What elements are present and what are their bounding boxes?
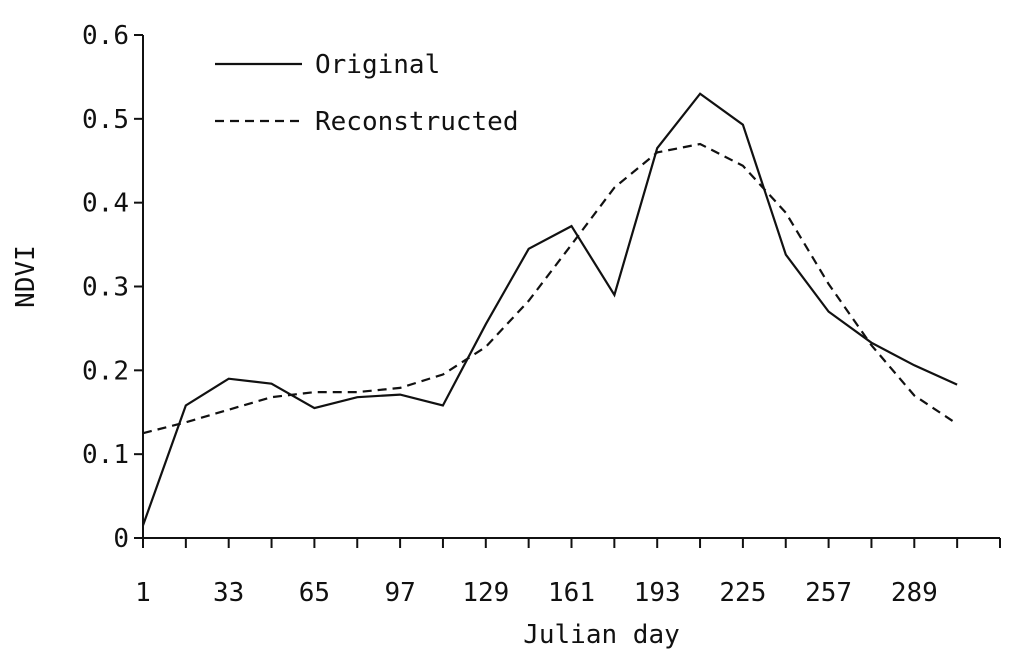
axes — [142, 35, 1000, 539]
x-tick-label: 129 — [462, 578, 509, 608]
y-tick-label: 0 — [113, 524, 129, 554]
x-tick-label: 289 — [891, 578, 938, 608]
x-axis-title: Julian day — [523, 620, 680, 650]
x-tick-label: 65 — [299, 578, 330, 608]
legend-label-original: Original — [315, 50, 440, 80]
x-tick-label: 225 — [719, 578, 766, 608]
ticks: 0 0.1 0.2 0.3 0.4 0.5 0.6 1 33 65 97 129 161 193 225 25… — [82, 21, 1001, 608]
y-tick-label: 0.2 — [82, 356, 129, 386]
y-tick-label: 0.4 — [82, 189, 129, 219]
y-tick-label: 0.6 — [82, 21, 129, 51]
y-tick-label: 0.3 — [82, 273, 129, 303]
y-tick-label: 0.1 — [82, 440, 129, 470]
series-line-original — [141, 92, 958, 526]
y-tick-label: 0.5 — [82, 105, 129, 135]
x-tick-label: 97 — [384, 578, 415, 608]
x-tick-label: 161 — [548, 578, 595, 608]
x-tick-label: 257 — [805, 578, 852, 608]
y-axis-title: NDVI — [11, 245, 41, 308]
x-tick-label: 1 — [135, 578, 151, 608]
x-tick-label: 33 — [213, 578, 244, 608]
series-line-reconstructed — [142, 142, 958, 435]
x-tick-label: 193 — [634, 578, 681, 608]
series-layer — [141, 92, 958, 526]
legend-label-reconstructed: Reconstructed — [315, 107, 519, 137]
legend: Original Reconstructed — [215, 50, 519, 137]
